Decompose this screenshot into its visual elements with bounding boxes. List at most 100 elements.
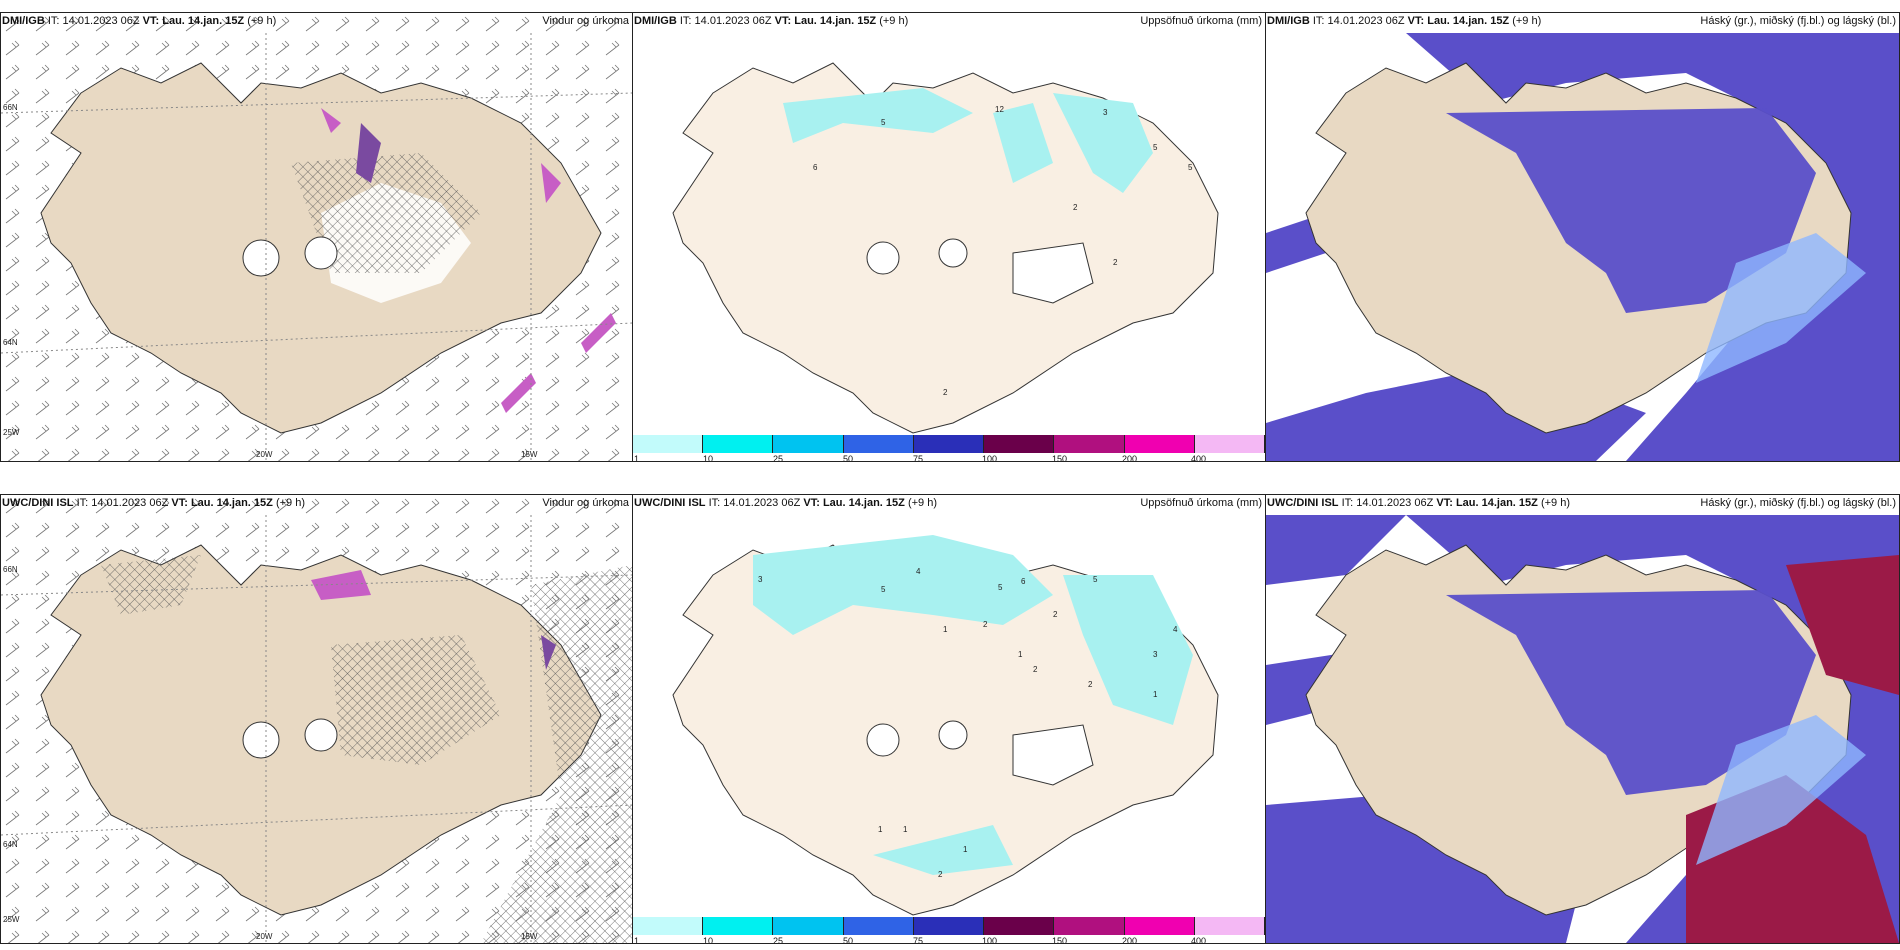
lon-label-25: 25W bbox=[3, 915, 20, 924]
panel-precip-top: DMI/IGB IT: 14.01.2023 06Z VT: Lau. 14.j… bbox=[632, 12, 1266, 462]
panel-cloud-top: DMI/IGB IT: 14.01.2023 06Z VT: Lau. 14.j… bbox=[1265, 12, 1900, 462]
panel-title: Vindur og úrkoma bbox=[542, 497, 629, 509]
precip-value: 2 bbox=[943, 388, 948, 397]
lon-label-20: 20W bbox=[256, 450, 273, 459]
precip-value: 12 bbox=[995, 105, 1004, 114]
colorbar-bin bbox=[1194, 435, 1265, 453]
colorbar-tick: 10 bbox=[703, 936, 714, 944]
colorbar-tick: 200 bbox=[1122, 936, 1138, 944]
colorbar-bin bbox=[633, 917, 704, 935]
precip-value: 4 bbox=[916, 567, 921, 576]
lat-label-64: 64N bbox=[3, 840, 18, 849]
lon-label-25: 25W bbox=[3, 428, 20, 437]
precip-value: 3 bbox=[758, 575, 763, 584]
panel-header: UWC/DINI ISL IT: 14.01.2023 06Z VT: Lau.… bbox=[1267, 497, 1896, 509]
panel-title: Uppsöfnuð úrkoma (mm) bbox=[1140, 497, 1262, 509]
cloud-map bbox=[1266, 495, 1899, 943]
panel-title: Háský (gr.), miðský (fj.bl.) og lágský (… bbox=[1700, 15, 1896, 27]
precip-value: 1 bbox=[878, 825, 883, 834]
colorbar-tick: 100 bbox=[982, 454, 998, 462]
precip-map bbox=[672, 62, 1219, 434]
precip-value: 5 bbox=[1188, 163, 1193, 172]
panel-header: UWC/DINI ISL IT: 14.01.2023 06Z VT: Lau.… bbox=[2, 497, 629, 509]
colorbar-bin bbox=[843, 917, 914, 935]
lat-label-66: 66N bbox=[3, 103, 18, 112]
lon-label-15: 15W bbox=[521, 932, 538, 941]
colorbar-bin bbox=[913, 917, 985, 935]
panel-header: DMI/IGB IT: 14.01.2023 06Z VT: Lau. 14.j… bbox=[2, 15, 629, 27]
colorbar-tick: 75 bbox=[913, 454, 924, 462]
precip-value: 6 bbox=[1021, 577, 1026, 586]
precip-value: 5 bbox=[998, 583, 1003, 592]
panel-wind-bottom: UWC/DINI ISL IT: 14.01.2023 06Z VT: Lau.… bbox=[0, 494, 633, 944]
panel-header: DMI/IGB IT: 14.01.2023 06Z VT: Lau. 14.j… bbox=[634, 15, 1262, 27]
colorbar-tick: 1 bbox=[634, 454, 640, 462]
colorbar-bin bbox=[843, 435, 914, 453]
colorbar-tick: 75 bbox=[913, 936, 924, 944]
colorbar-tick: 50 bbox=[843, 936, 854, 944]
colorbar-tick: 400 bbox=[1191, 936, 1207, 944]
lat-label-64: 64N bbox=[3, 338, 18, 347]
precip-value: 5 bbox=[1093, 575, 1098, 584]
colorbar-tick: 100 bbox=[982, 936, 998, 944]
precip-value: 1 bbox=[943, 625, 948, 634]
panel-cloud-bottom: UWC/DINI ISL IT: 14.01.2023 06Z VT: Lau.… bbox=[1265, 494, 1900, 944]
colorbar-bin bbox=[703, 917, 774, 935]
panel-title: Háský (gr.), miðský (fj.bl.) og lágský (… bbox=[1700, 497, 1896, 509]
colorbar-bin bbox=[703, 435, 774, 453]
precip-value: 2 bbox=[1053, 610, 1058, 619]
precip-value: 5 bbox=[881, 118, 886, 127]
colorbar-tick: 200 bbox=[1122, 454, 1138, 462]
precip-value: 1 bbox=[1018, 650, 1023, 659]
precip-value: 5 bbox=[1153, 143, 1158, 152]
colorbar-bin bbox=[984, 917, 1055, 935]
precip-value: 1 bbox=[1153, 690, 1158, 699]
colorbar-tick: 150 bbox=[1052, 454, 1068, 462]
panel-title: Uppsöfnuð úrkoma (mm) bbox=[1140, 15, 1262, 27]
panel-precip-bottom: UWC/DINI ISL IT: 14.01.2023 06Z VT: Lau.… bbox=[632, 494, 1266, 944]
wind-map bbox=[1, 495, 632, 943]
colorbar-bin bbox=[633, 435, 704, 453]
colorbar-bin bbox=[984, 435, 1055, 453]
precip-map bbox=[672, 535, 1219, 916]
precip-value: 2 bbox=[1113, 258, 1118, 267]
colorbar-ticks: 1 10 25 50 75 100 150 200 400 bbox=[633, 936, 1265, 944]
precip-value: 3 bbox=[1103, 108, 1108, 117]
precip-value: 2 bbox=[1088, 680, 1093, 689]
precip-value: 2 bbox=[1073, 203, 1078, 212]
colorbar-tick: 150 bbox=[1052, 936, 1068, 944]
lat-label-66: 66N bbox=[3, 565, 18, 574]
colorbar-bin bbox=[1124, 917, 1195, 935]
precip-value: 2 bbox=[1033, 665, 1038, 674]
precip-value: 2 bbox=[983, 620, 988, 629]
colorbar-ticks: 1 10 25 50 75 100 150 200 400 bbox=[633, 454, 1265, 462]
precip-value: 5 bbox=[881, 585, 886, 594]
panel-header: UWC/DINI ISL IT: 14.01.2023 06Z VT: Lau.… bbox=[634, 497, 1262, 509]
precip-value: 2 bbox=[938, 870, 943, 879]
colorbar-tick: 10 bbox=[703, 454, 714, 462]
panel-wind-top: DMI/IGB IT: 14.01.2023 06Z VT: Lau. 14.j… bbox=[0, 12, 633, 462]
lon-label-20: 20W bbox=[256, 932, 273, 941]
colorbar bbox=[633, 435, 1265, 453]
colorbar-bin bbox=[773, 917, 844, 935]
precip-value: 1 bbox=[963, 845, 968, 854]
colorbar-tick: 25 bbox=[773, 454, 784, 462]
lon-label-15: 15W bbox=[521, 450, 538, 459]
colorbar-bin bbox=[1194, 917, 1265, 935]
precip-value: 1 bbox=[903, 825, 908, 834]
panel-header: DMI/IGB IT: 14.01.2023 06Z VT: Lau. 14.j… bbox=[1267, 15, 1896, 27]
precip-value: 3 bbox=[1153, 650, 1158, 659]
wind-map bbox=[1, 13, 632, 461]
cloud-map bbox=[1266, 13, 1899, 461]
colorbar bbox=[633, 917, 1265, 935]
colorbar-tick: 1 bbox=[634, 936, 640, 944]
colorbar-bin bbox=[773, 435, 844, 453]
precip-value: 4 bbox=[1173, 625, 1178, 634]
colorbar-tick: 25 bbox=[773, 936, 784, 944]
colorbar-bin bbox=[1054, 917, 1125, 935]
colorbar-bin bbox=[913, 435, 985, 453]
precip-value: 6 bbox=[813, 163, 818, 172]
colorbar-tick: 50 bbox=[843, 454, 854, 462]
colorbar-tick: 400 bbox=[1191, 454, 1207, 462]
colorbar-bin bbox=[1054, 435, 1125, 453]
